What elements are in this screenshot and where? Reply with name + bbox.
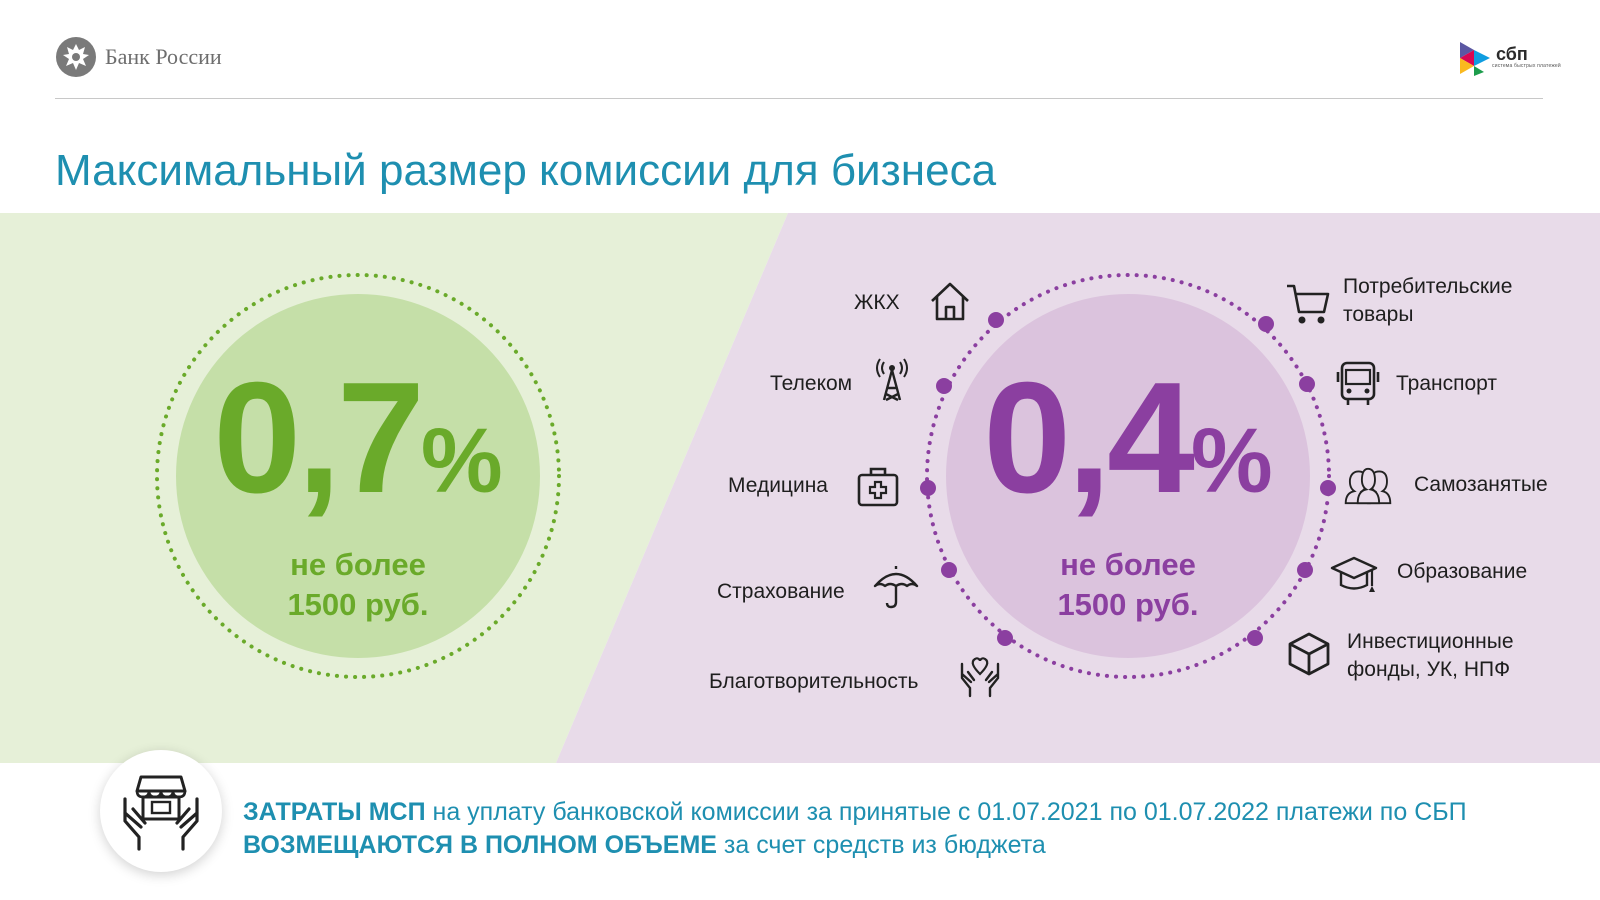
marker-zhkh — [988, 312, 1004, 328]
left-rate-number: 0,7 — [213, 350, 425, 526]
left-rate-value: 0,7% — [158, 359, 558, 531]
marker-education — [1297, 562, 1313, 578]
marker-telecom — [936, 378, 952, 394]
umbrella-icon — [873, 566, 919, 609]
shopping-cart-icon — [1287, 284, 1330, 324]
bank-name: Банк России — [105, 44, 222, 69]
left-cap-line2: 1500 руб. — [287, 587, 429, 622]
right-rate-number: 0,4 — [983, 350, 1195, 526]
left-rate-block: 0,7% не более 1500 руб. — [158, 359, 558, 625]
category-insurance-label: Страхование — [717, 580, 845, 603]
right-cap-line2: 1500 руб. — [1057, 587, 1199, 622]
category-investment-line2: фонды, УК, НПФ — [1347, 658, 1511, 681]
sbp-logo-text: сбп — [1496, 44, 1528, 64]
footer-badge — [100, 750, 222, 872]
category-education-label: Образование — [1397, 560, 1528, 583]
marker-charity — [997, 630, 1013, 646]
category-medicine-label: Медицина — [728, 474, 828, 497]
footer-line1-bold: ЗАТРАТЫ МСП — [243, 798, 426, 826]
shop-in-hands-icon — [123, 775, 199, 851]
right-rate-value: 0,4% — [928, 359, 1328, 531]
right-circle-markers — [920, 312, 1336, 646]
marker-selfemployed — [1320, 480, 1336, 496]
marker-transport — [1299, 376, 1315, 392]
marker-investment — [1247, 630, 1263, 646]
category-investment-line1: Инвестиционные — [1347, 630, 1514, 653]
left-rate-sign: % — [420, 410, 503, 512]
right-cap-line1: не более — [1060, 547, 1196, 582]
right-rate-block: 0,4% не более 1500 руб. — [928, 359, 1328, 625]
category-telecom-label: Телеком — [770, 372, 853, 395]
marker-goods — [1258, 316, 1274, 332]
sbp-logo: сбп система быстрых платежей — [1458, 38, 1561, 76]
footer-line2-bold: ВОЗМЕЩАЮТСЯ В ПОЛНОМ ОБЪЕМЕ — [243, 831, 717, 859]
bus-icon — [1336, 361, 1380, 405]
double-headed-eagle-icon — [56, 37, 96, 77]
category-zhkh-label: ЖКХ — [854, 291, 900, 314]
category-selfemployed-label: Самозанятые — [1414, 473, 1548, 496]
category-charity-label: Благотворительность — [709, 670, 919, 693]
heart-hands-icon — [960, 657, 1000, 698]
graduation-cap-icon — [1330, 556, 1378, 592]
header-divider — [55, 98, 1543, 99]
left-rate-circle — [155, 273, 561, 679]
footer-line2: ВОЗМЕЩАЮТСЯ В ПОЛНОМ ОБЪЕМЕ за счет сред… — [243, 829, 1467, 862]
left-cap-line1: не более — [290, 547, 426, 582]
antenna-tower-icon — [876, 358, 908, 402]
right-rate-sign: % — [1190, 410, 1273, 512]
footer-line1: ЗАТРАТЫ МСП на уплату банковской комисси… — [243, 796, 1467, 829]
category-investment-label: Инвестиционные фонды, УК, НПФ — [1347, 628, 1514, 684]
footer-line1-rest: на уплату банковской комиссии за приняты… — [425, 798, 1467, 826]
right-rate-circle — [925, 273, 1331, 679]
cube-icon — [1288, 632, 1330, 676]
marker-insurance — [941, 562, 957, 578]
category-goods-line2: товары — [1343, 303, 1414, 326]
people-group-icon — [1344, 467, 1392, 505]
footer-line2-rest: за счет средств из бюджета — [716, 831, 1046, 859]
sbp-logo-subtext: система быстрых платежей — [1492, 63, 1561, 69]
house-icon — [931, 282, 969, 321]
bank-of-russia-logo: Банк России — [55, 36, 222, 78]
medical-kit-icon — [857, 467, 899, 507]
category-goods-label: Потребительские товары — [1343, 273, 1512, 329]
category-transport-label: Транспорт — [1396, 372, 1497, 395]
page-title: Максимальный размер комиссии для бизнеса — [55, 146, 997, 195]
sbp-triangle-icon — [1460, 42, 1490, 76]
marker-medicine — [920, 480, 936, 496]
footer-text: ЗАТРАТЫ МСП на уплату банковской комисси… — [243, 796, 1467, 862]
category-goods-line1: Потребительские — [1343, 275, 1513, 298]
